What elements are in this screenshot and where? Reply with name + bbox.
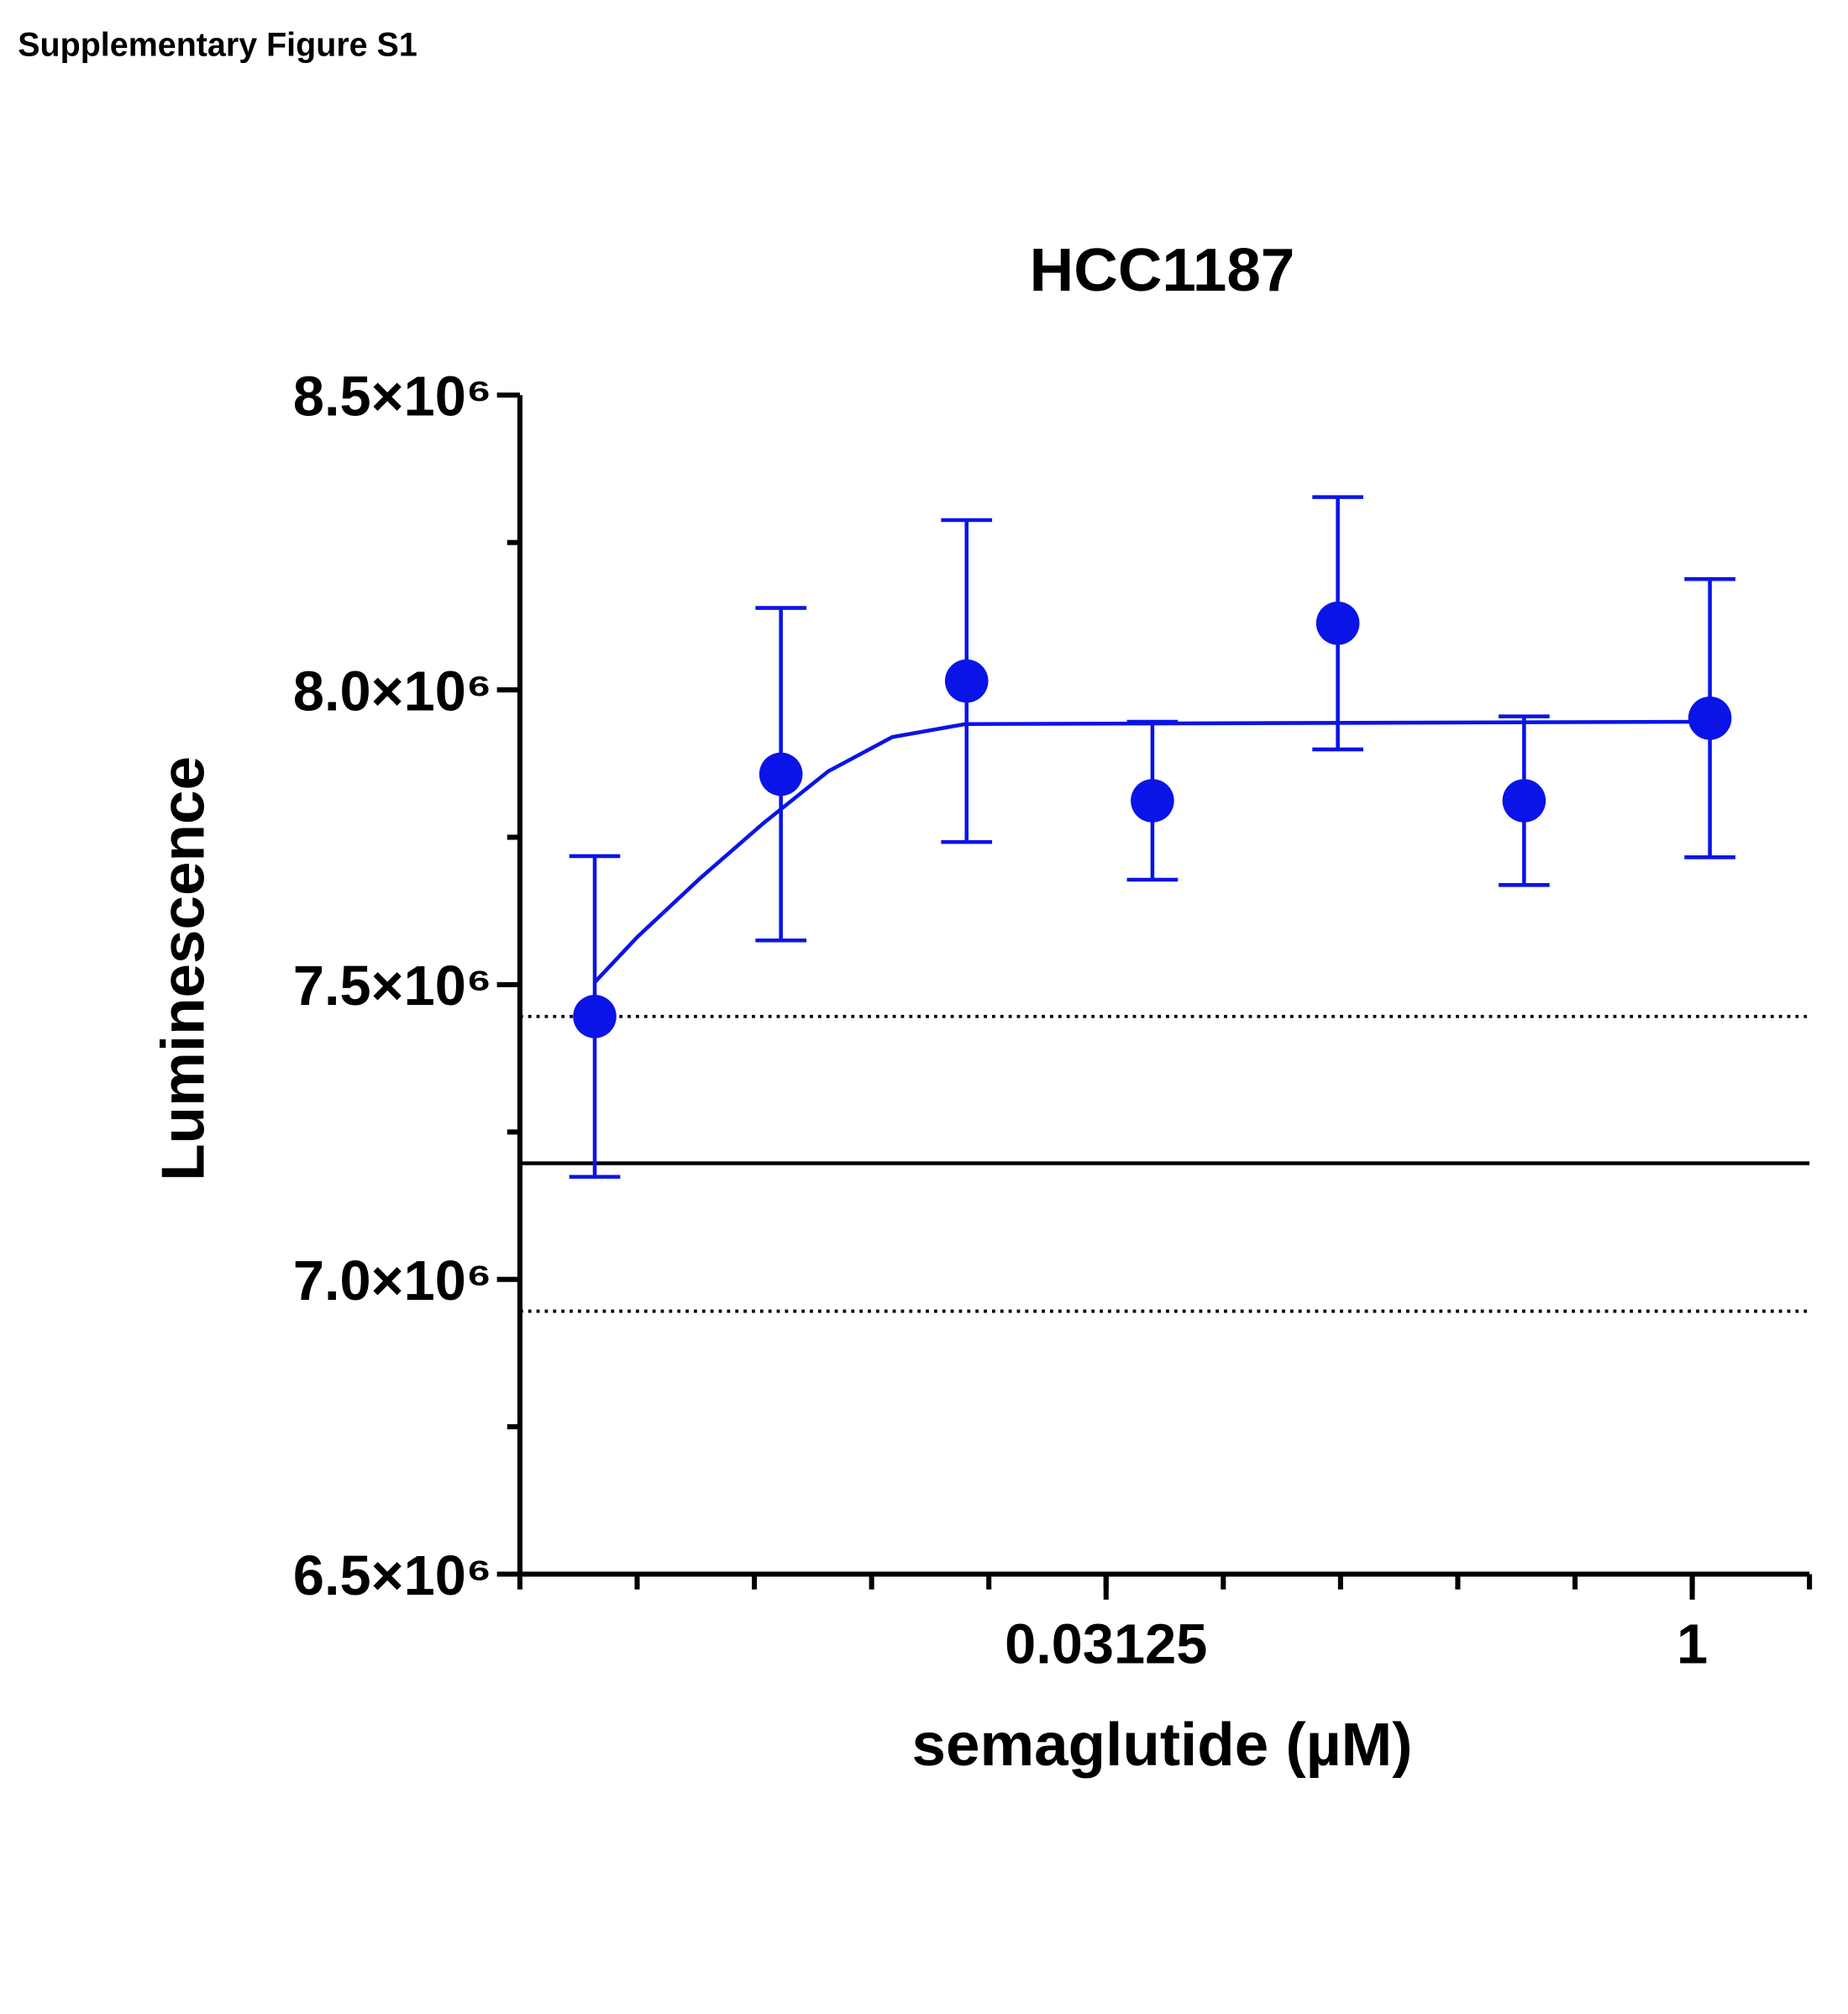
figure-header: Supplementary Figure S1 bbox=[18, 27, 417, 64]
data-point bbox=[573, 994, 617, 1039]
y-tick-label: 7.5×10⁶ bbox=[293, 955, 492, 1018]
data-point bbox=[1315, 602, 1360, 645]
y-tick-label: 8.5×10⁶ bbox=[293, 366, 492, 429]
x-tick-label: 0.03125 bbox=[1005, 1614, 1207, 1676]
y-tick-label: 6.5×10⁶ bbox=[293, 1545, 492, 1607]
data-point bbox=[1502, 779, 1546, 823]
data-point bbox=[944, 659, 989, 703]
data-point bbox=[1131, 779, 1174, 823]
y-axis-label: Luminescence bbox=[150, 756, 218, 1181]
plot-root: Supplementary Figure S1 HCC1187 semaglut… bbox=[18, 27, 1813, 1779]
chart-title: HCC1187 bbox=[1030, 236, 1295, 304]
x-axis-label: semaglutide (µM) bbox=[911, 1711, 1412, 1779]
data-point bbox=[759, 752, 803, 797]
x-tick-label: 1 bbox=[1677, 1614, 1708, 1676]
y-tick-label: 7.0×10⁶ bbox=[293, 1250, 492, 1312]
fit-curve bbox=[593, 719, 1710, 984]
data-point bbox=[1688, 696, 1732, 740]
y-tick-label: 8.0×10⁶ bbox=[293, 660, 492, 723]
